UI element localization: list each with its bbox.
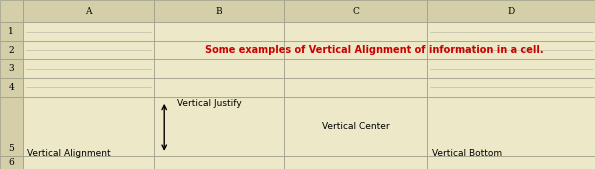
Bar [284, 156, 427, 169]
Text: 1: 1 [8, 27, 14, 36]
Bar [23, 0, 154, 22]
Text: Vertical Center: Vertical Center [322, 122, 390, 131]
Bar [23, 59, 154, 78]
Bar [154, 22, 284, 41]
Text: Vertical Bottom: Vertical Bottom [432, 149, 502, 158]
Text: Vertical Justify: Vertical Justify [177, 99, 242, 108]
Text: 3: 3 [8, 64, 14, 73]
Bar [0, 41, 23, 59]
Bar [23, 22, 154, 41]
Bar [284, 78, 427, 97]
Bar [284, 97, 427, 156]
Bar [0, 78, 23, 97]
Bar [154, 0, 284, 22]
Bar [0, 156, 23, 169]
Text: Some examples of Vertical Alignment of information in a cell.: Some examples of Vertical Alignment of i… [205, 45, 544, 55]
Bar [0, 0, 23, 22]
Text: B: B [215, 7, 223, 16]
Text: 5: 5 [8, 144, 14, 153]
Bar [427, 59, 595, 78]
Bar [284, 0, 427, 22]
Bar [23, 97, 154, 156]
Bar [154, 97, 284, 156]
Bar [23, 41, 154, 59]
Bar [0, 97, 23, 156]
Bar [23, 156, 154, 169]
Text: Vertical Alignment: Vertical Alignment [27, 149, 111, 158]
Bar [284, 59, 427, 78]
Text: 4: 4 [8, 83, 14, 92]
Text: 2: 2 [8, 46, 14, 55]
Bar [154, 59, 284, 78]
Bar [427, 41, 595, 59]
Bar [427, 156, 595, 169]
Bar [0, 59, 23, 78]
Bar [284, 22, 427, 41]
Bar [154, 41, 284, 59]
Bar [0, 22, 23, 41]
Bar [154, 78, 284, 97]
Bar [427, 22, 595, 41]
Bar [427, 78, 595, 97]
Bar [23, 78, 154, 97]
Text: A: A [85, 7, 91, 16]
Bar [154, 156, 284, 169]
Bar [284, 41, 427, 59]
Text: C: C [352, 7, 359, 16]
Text: 6: 6 [8, 158, 14, 167]
Bar [427, 97, 595, 156]
Text: D: D [508, 7, 515, 16]
Bar [427, 0, 595, 22]
